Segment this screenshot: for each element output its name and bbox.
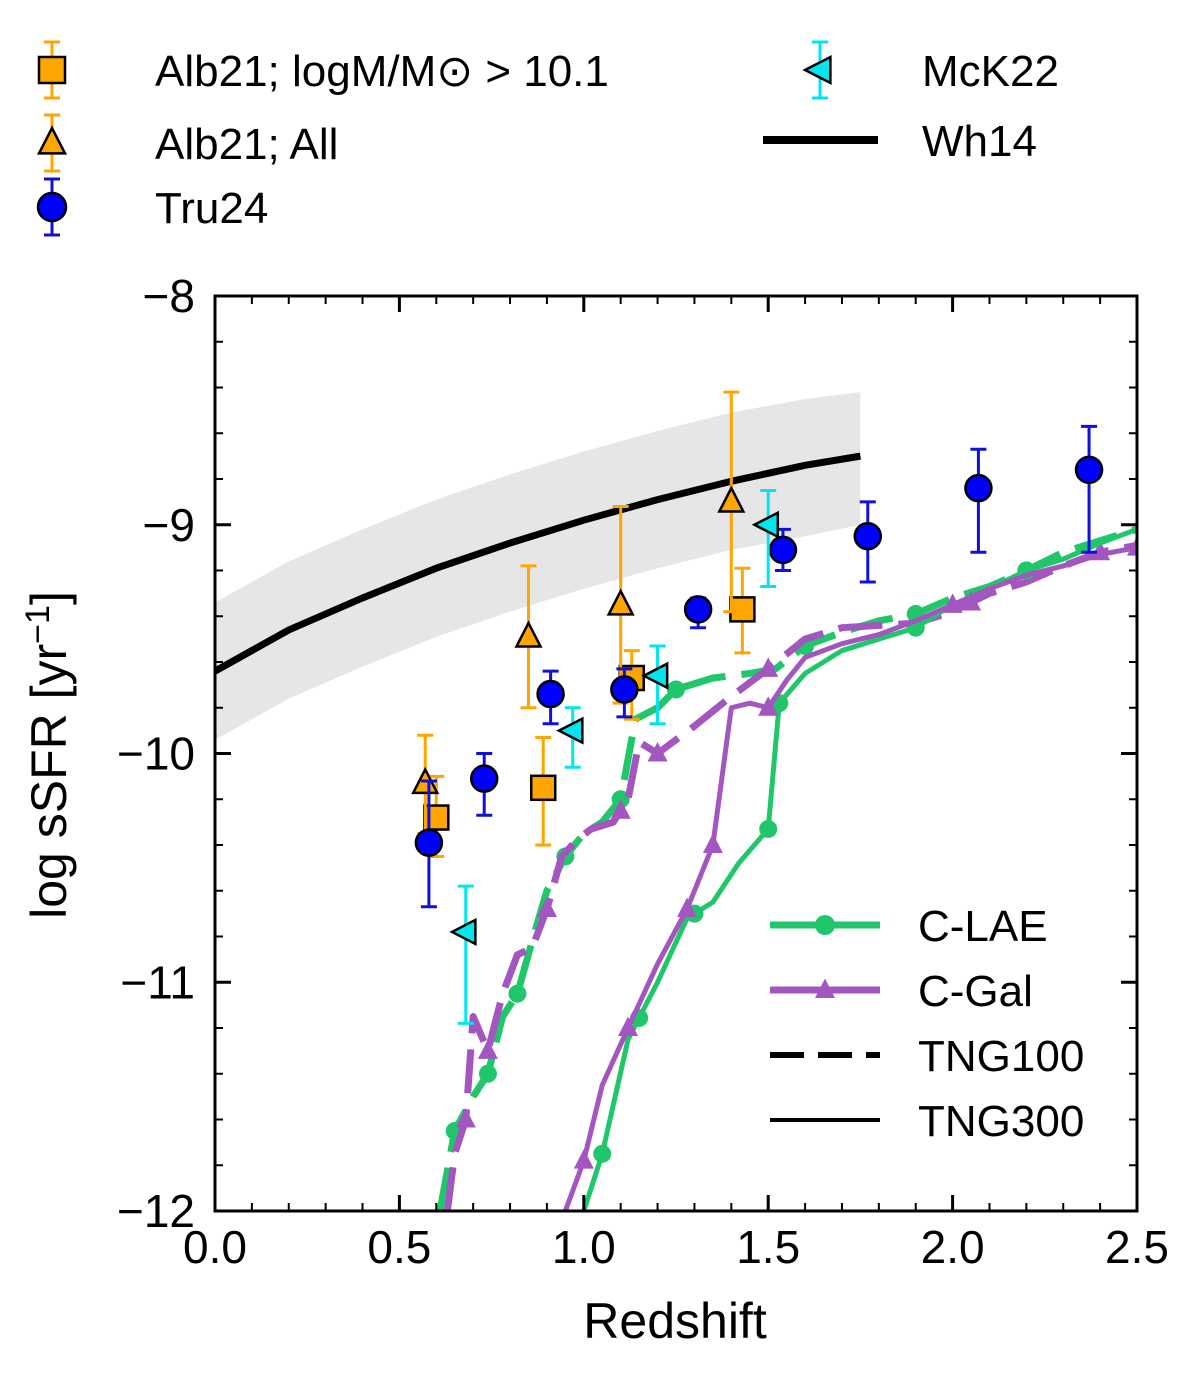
axes-layer: 0.0 0.5 1.0 1.5 2.0 2.5 −12 −11 −10 −9 −8 (117, 270, 1169, 1273)
c-gal-tng300-marker (677, 897, 698, 918)
obs-0-point (529, 774, 557, 802)
y-axis-title-close: ] (21, 591, 77, 605)
y-axis-title: log sSFR [yr−1] (19, 591, 77, 919)
obs-1-point (717, 485, 746, 513)
legend-label: C-Gal (918, 967, 1033, 1016)
x-tick-label: 1.0 (552, 1221, 616, 1273)
x-axis-title: Redshift (583, 1293, 767, 1349)
legend-marker-c-gal (815, 978, 835, 998)
y-tick-label: −8 (143, 270, 195, 322)
c-lae-tng100-marker (667, 680, 685, 699)
c-gal-tng100-marker (455, 1108, 476, 1128)
wh14-band-layer (215, 392, 861, 740)
legend-marker-c-lae (815, 915, 835, 935)
c-gal-tng100-marker (477, 1039, 498, 1059)
c-gal-tng100-marker (961, 591, 982, 611)
obs-0-point (729, 596, 756, 623)
y-tick-label: −11 (120, 956, 195, 1008)
y-axis-title-main: log sSFR [yr (21, 644, 77, 919)
wh14-band (215, 392, 861, 740)
x-tick-label: 2.0 (921, 1221, 985, 1273)
legend-label: TNG100 (918, 1032, 1084, 1081)
c-gal-tng300-line (563, 545, 1137, 1211)
obs-3-point (641, 661, 669, 690)
obs-1-point (514, 620, 543, 648)
legend-marker-triangle-left (802, 54, 832, 86)
legend-marker-circle (36, 191, 68, 223)
legend-marker-triangle-up (36, 125, 68, 155)
x-tick-label: 1.5 (736, 1221, 800, 1273)
obs-2-point (536, 679, 565, 709)
c-gal-tng300-marker (942, 593, 963, 613)
obs-2-point (469, 764, 499, 793)
c-lae-tng100-marker (508, 984, 527, 1003)
c-gal-tng100-marker (758, 657, 779, 677)
c-gal-tng300-marker (1127, 536, 1137, 556)
obs-2-point (610, 675, 639, 704)
obs-3-point (449, 917, 477, 946)
legend-label: Alb21; All (155, 120, 338, 169)
obs-3-point (751, 510, 780, 539)
legend-label: McK22 (922, 47, 1059, 96)
c-gal-tng300-marker (758, 696, 779, 716)
obs-2-point (683, 595, 713, 624)
legend-label: Wh14 (922, 117, 1037, 166)
legend-label: Tru24 (155, 184, 268, 233)
x-tick-label: 2.5 (1105, 1221, 1169, 1273)
top-legend: Alb21; logM/M⊙ > 10.1 Alb21; All Tru24 McK2… (36, 40, 1059, 237)
simulation-lines-layer (436, 525, 1137, 1211)
obs-2-point (768, 535, 798, 565)
x-tick-label: 0.5 (367, 1221, 431, 1273)
obs-3-point (556, 716, 584, 745)
y-tick-label: −10 (117, 728, 195, 780)
c-lae-tng300-marker (593, 1144, 612, 1163)
c-gal-tng300-marker (618, 1016, 639, 1036)
c-gal-tng300-marker (573, 1149, 594, 1169)
inner-legend: C-LAE C-Gal TNG100 TNG300 (770, 902, 1084, 1146)
obs-1-point (606, 588, 635, 616)
c-gal-tng300-marker (702, 833, 723, 853)
wh14-line-layer (215, 452, 861, 675)
y-tick-label: −9 (143, 499, 195, 551)
legend-label: C-LAE (918, 902, 1048, 951)
y-tick-label: −12 (117, 1185, 195, 1237)
y-axis-title-sup: −1 (19, 605, 57, 644)
obs-2-point (853, 521, 883, 551)
c-lae-tng100-marker (478, 1064, 497, 1083)
legend-marker-square (37, 55, 67, 85)
obs-2-point (1074, 455, 1104, 485)
legend-label: Alb21; logM/M⊙ > 10.1 (155, 47, 609, 96)
c-gal-tng100-marker (647, 742, 668, 762)
obs-2-point (414, 828, 444, 857)
c-gal-tng100-marker (610, 799, 631, 819)
x-tick-label: 0.0 (183, 1221, 247, 1273)
wh14-line (215, 452, 861, 675)
c-gal-tng100-marker (536, 897, 557, 918)
legend-label: TNG300 (918, 1097, 1084, 1146)
observations-layer (411, 390, 1104, 1025)
obs-2-point (964, 473, 993, 503)
c-lae-tng300-marker (759, 819, 778, 838)
